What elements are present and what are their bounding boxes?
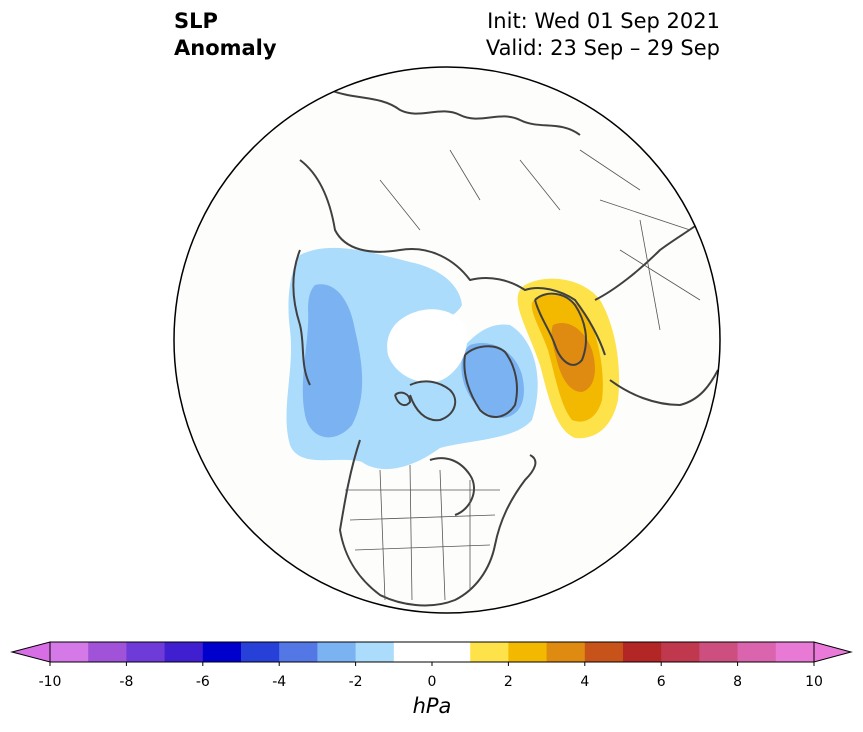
colorbar-segment: [432, 642, 471, 662]
colorbar-tick-label: -10: [38, 674, 62, 690]
colorbar-tick-label: 4: [580, 674, 590, 690]
colorbar-segment: [355, 642, 395, 662]
colorbar-tick-label: 6: [656, 674, 666, 690]
colorbar-extend-low: [10, 641, 51, 663]
colorbar-segment: [584, 642, 624, 662]
colorbar-segment: [202, 642, 242, 662]
title-field: SLP: [174, 9, 218, 33]
colorbar-segment: [470, 642, 509, 662]
colorbar-tick-label: 8: [733, 674, 743, 690]
colorbar-segment: [546, 642, 586, 662]
colorbar-segment: [50, 642, 89, 662]
colorbar-segment: [317, 642, 357, 662]
colorbar-tick-label: -4: [272, 674, 287, 690]
coastlines: [292, 89, 719, 607]
colorbar-tick-label: 10: [805, 674, 823, 690]
colorbar-tick-label: 2: [503, 674, 513, 690]
colorbar-tick-label: -8: [119, 674, 134, 690]
map-title: SLP Anomaly: [174, 8, 277, 62]
colorbar-tick-label: -2: [348, 674, 363, 690]
colorbar-tick-label: -6: [195, 674, 210, 690]
colorbar-extend-high: [813, 641, 853, 663]
colorbar-unit: hPa: [412, 694, 452, 718]
colorbar: [10, 641, 853, 666]
colorbar-segment: [126, 642, 166, 662]
colorbar-segment: [279, 642, 318, 662]
init-date: Init: Wed 01 Sep 2021: [487, 9, 720, 33]
colorbar-segment: [164, 642, 204, 662]
map-boundary: [173, 66, 721, 614]
colorbar-segment: [623, 642, 662, 662]
colorbar-segment: [661, 642, 700, 662]
negative-anomaly-region: [286, 247, 538, 470]
colorbar-tick-label: 0: [427, 674, 437, 690]
polar-map: [173, 66, 721, 614]
forecast-dates: Init: Wed 01 Sep 2021 Valid: 23 Sep – 29…: [486, 8, 720, 62]
colorbar-segment: [699, 642, 739, 662]
title-subfield: Anomaly: [174, 36, 277, 60]
colorbar-segment: [508, 642, 548, 662]
colorbar-segment: [241, 642, 280, 662]
colorbar-segment: [775, 642, 815, 662]
colorbar-segment: [88, 642, 127, 662]
colorbar-segment: [737, 642, 777, 662]
borders: [345, 149, 701, 601]
colorbar-segment: [393, 642, 433, 662]
valid-range: Valid: 23 Sep – 29 Sep: [485, 36, 720, 60]
